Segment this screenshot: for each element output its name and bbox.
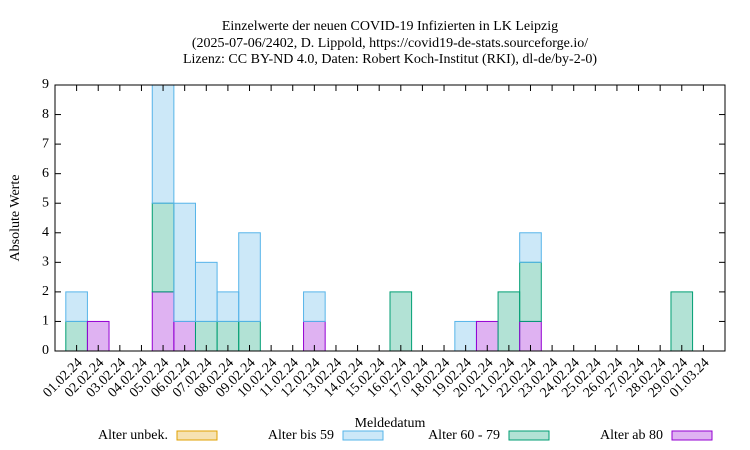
bar <box>519 232 542 263</box>
legend-label: Alter 60 - 79 <box>428 428 500 443</box>
legend-swatch <box>176 430 218 441</box>
y-tick-label: 3 <box>42 255 49 270</box>
y-axis-label: Absolute Werte <box>8 175 23 262</box>
legend-swatch <box>508 430 550 441</box>
bar <box>194 261 218 322</box>
x-axis-label: Meldedatum <box>355 416 426 431</box>
y-tick-label: 1 <box>42 314 49 329</box>
legend-swatch <box>342 430 384 441</box>
y-tick-label: 5 <box>42 195 49 210</box>
chart-subtitle: Lizenz: CC BY-ND 4.0, Daten: Robert Koch… <box>183 52 597 67</box>
bar <box>173 202 196 322</box>
y-tick-label: 8 <box>42 107 49 122</box>
legend-swatch <box>671 430 713 441</box>
bar <box>238 232 261 322</box>
bar <box>497 291 521 352</box>
chart-subtitle: (2025-07-06/2402, D. Lippold, https://co… <box>192 36 588 51</box>
y-tick-label: 6 <box>42 166 49 181</box>
plot-area <box>65 84 694 352</box>
y-tick-label: 4 <box>42 225 49 240</box>
y-tick-label: 9 <box>42 77 49 92</box>
y-tick-label: 0 <box>42 343 49 358</box>
bar <box>519 261 542 322</box>
y-tick-label: 2 <box>42 284 49 299</box>
legend-label: Alter unbek. <box>98 428 168 443</box>
legend-label: Alter ab 80 <box>600 428 663 443</box>
bar <box>151 291 175 352</box>
bar <box>151 84 175 204</box>
plot-frame <box>54 84 726 352</box>
bar <box>151 202 175 293</box>
bar <box>670 291 694 352</box>
y-tick-label: 7 <box>42 136 49 151</box>
bar <box>65 291 88 322</box>
bar <box>389 291 413 352</box>
chart-title: Einzelwerte der neuen COVID-19 Infiziert… <box>222 19 558 34</box>
legend-label: Alter bis 59 <box>268 428 334 443</box>
bar <box>303 291 326 322</box>
bar <box>216 291 240 322</box>
